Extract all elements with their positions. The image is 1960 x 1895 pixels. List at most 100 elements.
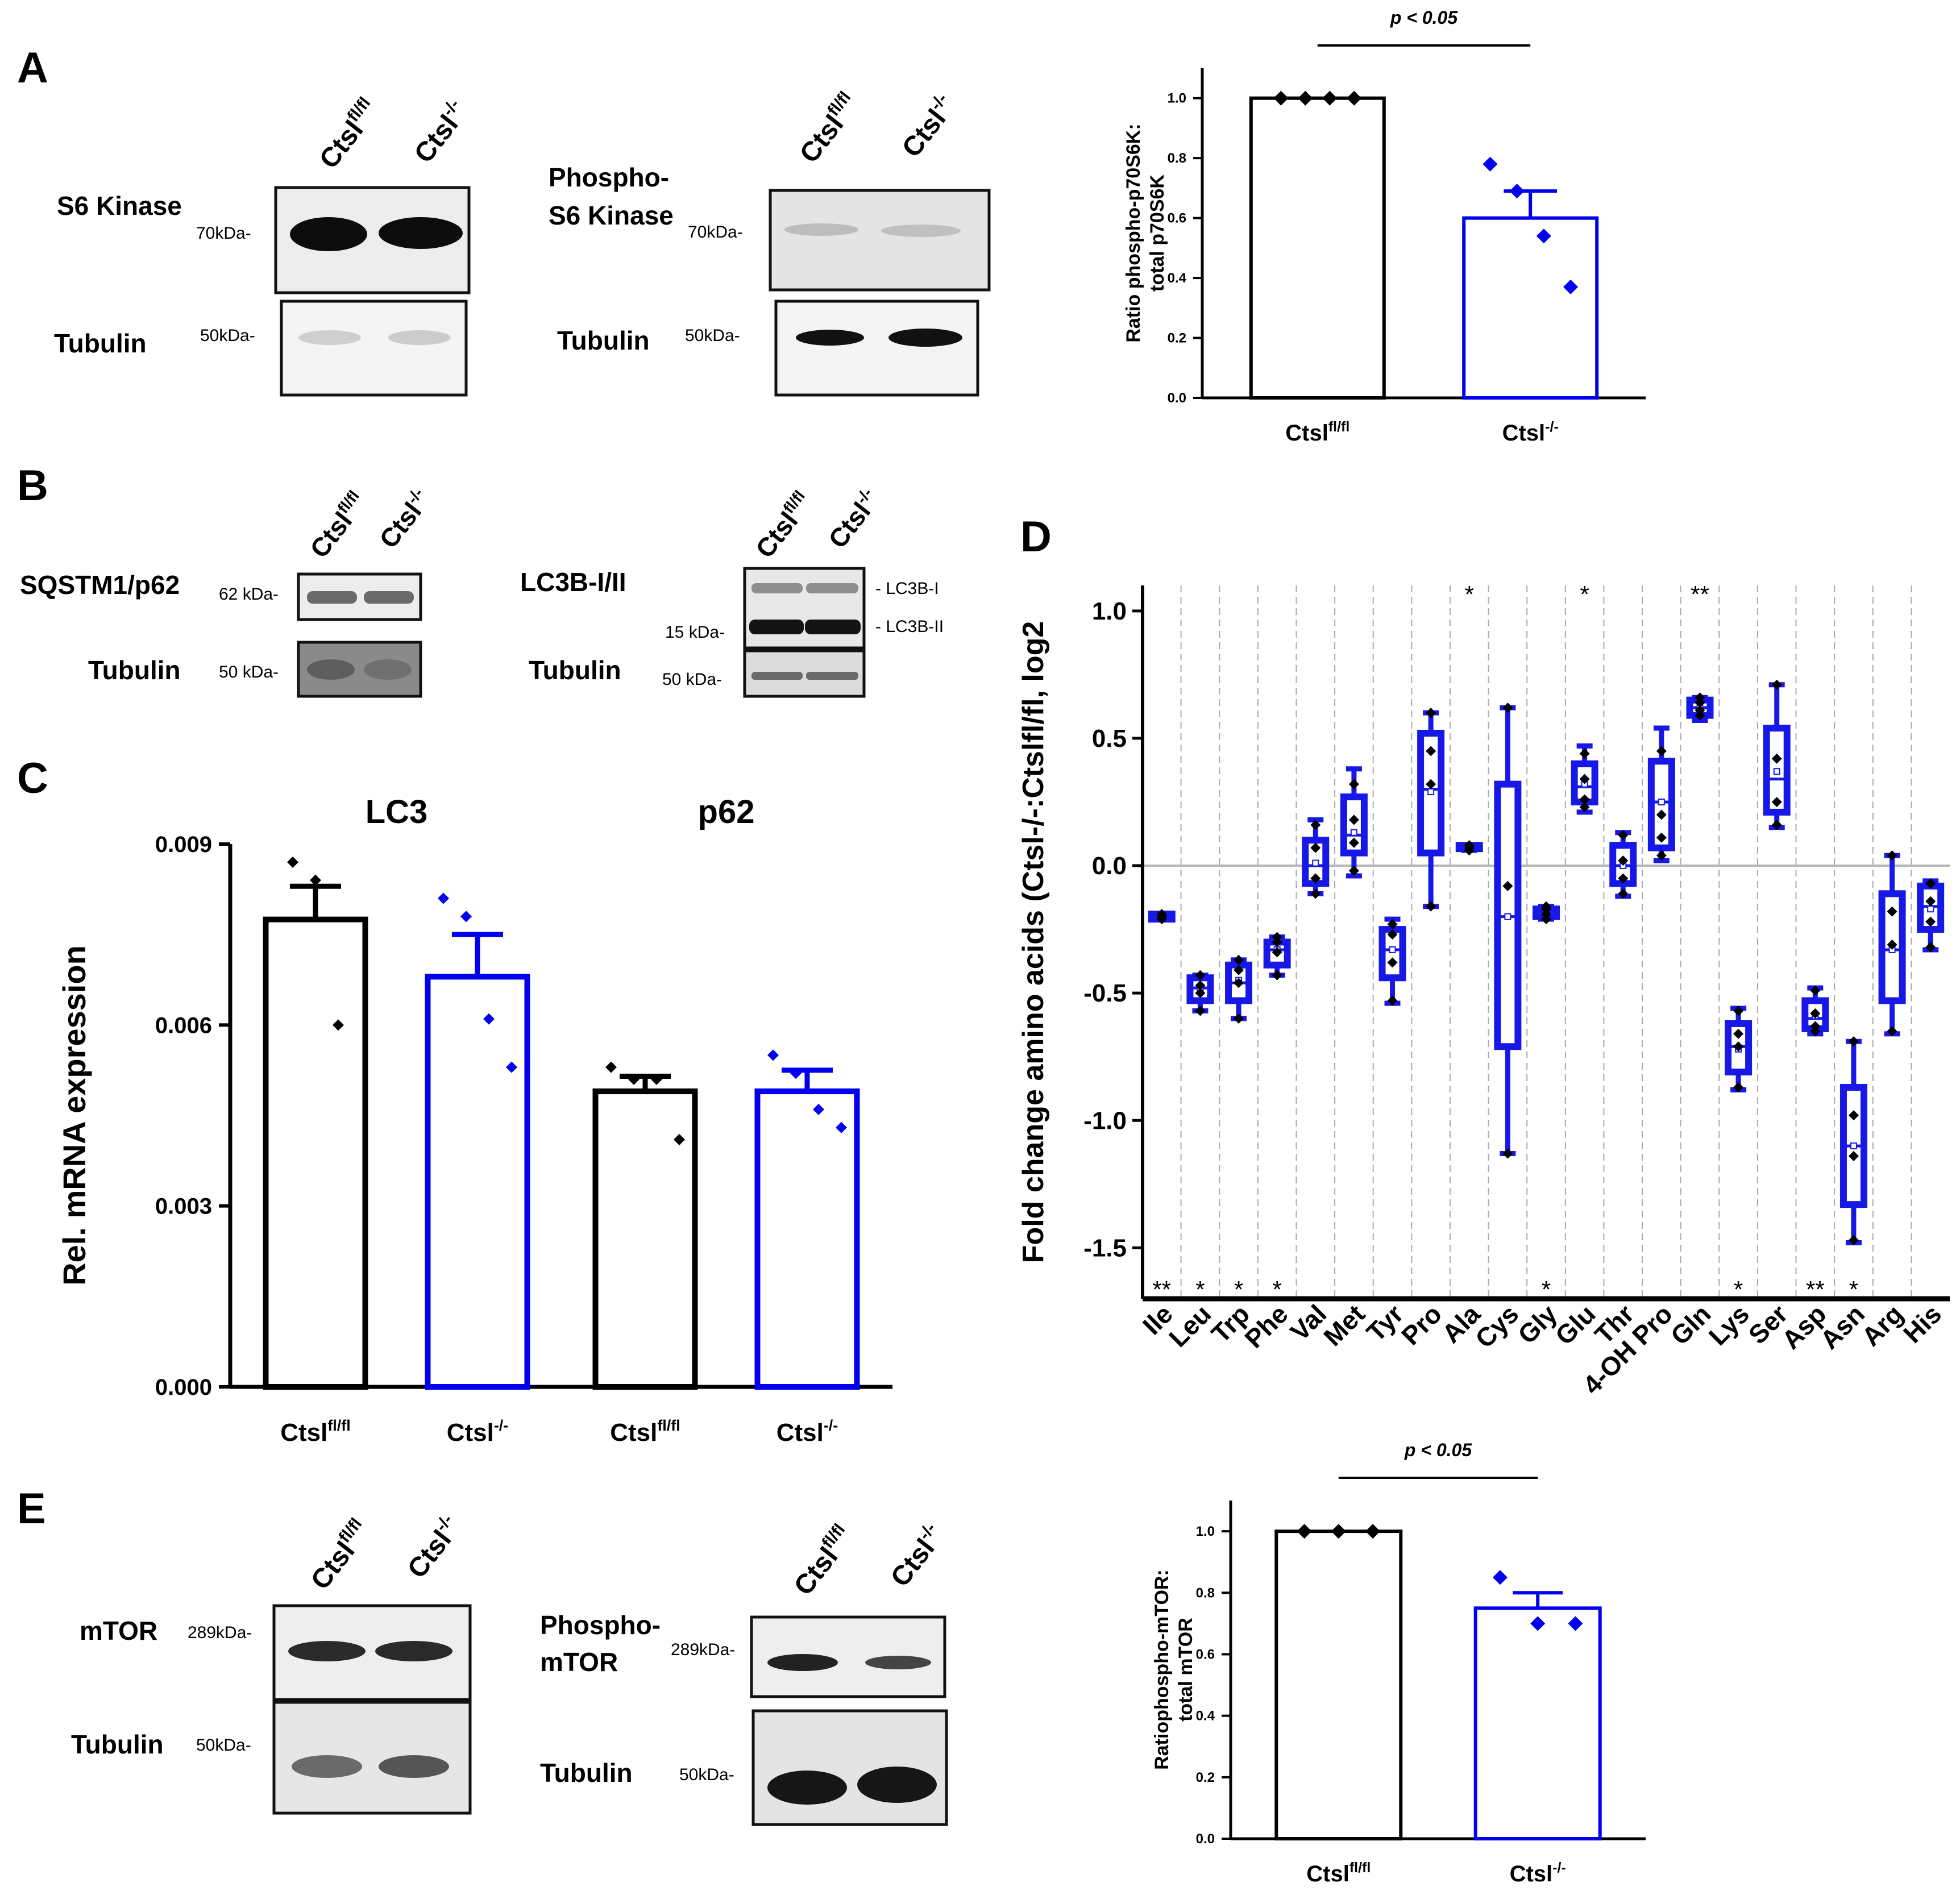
chart-e-ratio: 0.0 0.2 0.4 0.6 0.8 1.0 Ctslfl/fl Ctsl-/- p < 0.… xyxy=(1151,1440,1646,1886)
x-category-label: Ctslfl/fl xyxy=(610,1417,680,1447)
y-tick-label: 0.6 xyxy=(1168,211,1186,226)
data-point xyxy=(1426,779,1436,789)
data-point xyxy=(460,911,472,922)
x-category-label: Ctsl-/- xyxy=(1502,419,1559,446)
lane-label-ko: Ctsl-/- xyxy=(895,90,962,163)
chart-c-mrna: 0.000 0.003 0.006 0.009 Rel. mRNA expression… xyxy=(56,793,892,1447)
data-point xyxy=(483,1013,495,1025)
significance-star-bottom: ** xyxy=(1152,1276,1171,1303)
data-point xyxy=(1530,1616,1546,1631)
mtor-band-2 xyxy=(375,1641,452,1661)
group-title-lc3: LC3 xyxy=(366,793,428,830)
tubulin-band-e1-2 xyxy=(379,1755,449,1778)
data-point xyxy=(790,1067,802,1079)
data-point xyxy=(1579,794,1590,805)
data-point xyxy=(1426,746,1436,757)
tubulin-label-e2: Tubulin xyxy=(540,1758,633,1788)
phospho-s6-band-1 xyxy=(784,223,858,236)
data-point xyxy=(628,1073,640,1085)
data-point xyxy=(1310,873,1321,884)
data-point xyxy=(506,1061,517,1073)
tubulin-blot-e1 xyxy=(272,1701,472,1815)
group-title-p62: p62 xyxy=(698,793,755,830)
blot-a-right: Ctslfl/fl Ctsl-/- Phospho- S6 Kinase 70k… xyxy=(549,88,991,397)
y-tick-label: 0.5 xyxy=(1092,725,1127,753)
data-point xyxy=(813,1103,824,1115)
tubulin-band-a2-2 xyxy=(888,329,962,347)
data-point xyxy=(287,856,298,868)
lane-label-fl: Ctslfl/fl xyxy=(787,1520,859,1601)
y-tick-label: 1.0 xyxy=(1196,1524,1215,1539)
data-point xyxy=(438,892,449,904)
data-point xyxy=(1234,954,1244,965)
significance-star-bottom: * xyxy=(1272,1276,1281,1303)
y-tick-label: -1.0 xyxy=(1083,1107,1127,1134)
data-point xyxy=(1579,774,1590,784)
data-point xyxy=(1272,937,1282,947)
data-point xyxy=(1347,90,1362,106)
data-point xyxy=(1618,873,1629,884)
lc3b-i-band-1 xyxy=(751,583,803,593)
data-point xyxy=(1733,1082,1744,1092)
data-point xyxy=(1195,970,1206,980)
tubulin-band-e2-1 xyxy=(767,1771,847,1805)
data-point xyxy=(1810,985,1821,996)
y-tick-label: 1.0 xyxy=(1168,91,1186,106)
tubulin-band-b1-1 xyxy=(307,659,355,680)
panel-d-letter: D xyxy=(1020,513,1052,561)
bar xyxy=(1274,1530,1403,1840)
data-point xyxy=(1656,746,1667,757)
p62-mw: 62 kDa- xyxy=(219,585,279,604)
tubulin-band-a1-2 xyxy=(388,330,451,345)
data-point xyxy=(1695,710,1705,721)
blot-a-left: Ctslfl/fl Ctsl-/- S6 Kinase 70kDa- Tubul… xyxy=(54,94,471,397)
data-point xyxy=(1925,896,1936,907)
data-point xyxy=(1348,779,1359,789)
lane-label-ko: Ctsl-/- xyxy=(400,1511,467,1584)
tubulin-mw-e2: 50kDa- xyxy=(679,1765,734,1784)
mean-marker xyxy=(1427,788,1435,796)
y-tick-label: 0.009 xyxy=(155,832,212,857)
data-point xyxy=(1310,842,1321,853)
data-point xyxy=(1426,708,1436,718)
p62-band-2 xyxy=(364,591,414,604)
panel-c-letter: C xyxy=(17,754,48,803)
phospho-s6-blot xyxy=(769,189,991,292)
data-point xyxy=(1502,703,1513,713)
data-point xyxy=(836,1121,847,1133)
data-point xyxy=(674,1133,685,1145)
y-tick-label: -1.5 xyxy=(1083,1234,1127,1262)
lane-label-fl: Ctslfl/fl xyxy=(304,1515,376,1595)
data-point xyxy=(1464,845,1475,856)
data-point xyxy=(1298,90,1313,106)
data-point xyxy=(1273,90,1289,106)
x-category-label: Ctslfl/fl xyxy=(1306,1860,1371,1886)
y-tick-label: -0.5 xyxy=(1083,979,1127,1007)
tubulin-blot-a2 xyxy=(774,300,979,397)
bar xyxy=(1249,96,1386,400)
tubulin-label-a1: Tubulin xyxy=(54,329,147,358)
significance-star-bottom: * xyxy=(1234,1276,1243,1303)
data-point xyxy=(1310,820,1321,830)
data-point xyxy=(1483,156,1498,172)
data-point xyxy=(1331,1524,1346,1539)
mean-marker xyxy=(1850,1142,1857,1150)
x-category-label: His xyxy=(1897,1299,1947,1348)
y-axis-label: Rel. mRNA expression xyxy=(56,945,92,1286)
x-category-label: Ctsl-/- xyxy=(776,1417,838,1447)
y-tick-label: 0.0 xyxy=(1092,852,1127,880)
s6-band-2 xyxy=(379,217,463,249)
y-tick-label: 0.2 xyxy=(1196,1770,1215,1785)
tubulin-band-e1-1 xyxy=(292,1755,362,1778)
x-category-label: Ctsl-/- xyxy=(1510,1860,1566,1886)
mtor-label: mTOR xyxy=(80,1616,157,1645)
blot-e-left: Ctslfl/fl Ctsl-/- mTOR 289kDa- Tubulin 5… xyxy=(71,1511,472,1815)
y-axis-label: Fold change amino acids (Ctsl-/-:Ctslfl/… xyxy=(1017,621,1050,1264)
tubulin-band-e2-2 xyxy=(857,1767,937,1803)
mean-marker xyxy=(1312,859,1319,867)
data-point xyxy=(1195,988,1206,999)
mean-marker xyxy=(1927,905,1934,913)
mtor-mw: 289kDa- xyxy=(188,1623,252,1642)
mean-marker xyxy=(1389,946,1396,953)
y-axis-label-line1: Ratio phospho-p70S6K: xyxy=(1123,123,1144,342)
